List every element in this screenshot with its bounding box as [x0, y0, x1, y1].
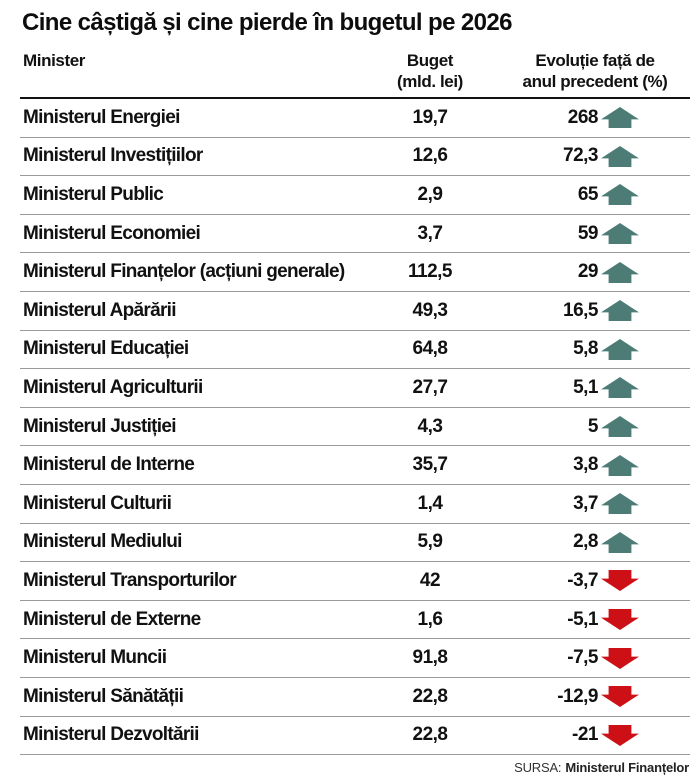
down-arrow-icon [598, 685, 642, 708]
budget-value: 3,7 [417, 222, 443, 244]
evolution-value: 3,7 [573, 492, 598, 514]
evolution-value: -21 [572, 724, 598, 746]
up-arrow-icon [598, 299, 642, 322]
evolution-value: 5,8 [573, 338, 598, 360]
evolution-value: -5,1 [567, 608, 598, 630]
budget-value: 1,6 [417, 608, 443, 630]
ministry-name: Ministerul Agriculturii [23, 376, 203, 398]
column-header-evolution-line2: anul precedent (%) [522, 72, 668, 91]
table-row: Ministerul Public 2,9 65 [20, 176, 690, 215]
up-arrow-icon [598, 415, 642, 438]
down-arrow-icon [598, 608, 642, 631]
table-header-row: Minister Buget (mld. lei) Evoluție față … [20, 50, 690, 99]
column-header-minister: Minister [23, 51, 85, 70]
up-arrow-icon [598, 183, 642, 206]
table-row: Ministerul Mediului 5,9 2,8 [20, 524, 690, 563]
up-arrow-icon [598, 106, 642, 129]
table-row: Ministerul Justiției 4,3 5 [20, 408, 690, 447]
budget-value: 112,5 [408, 261, 453, 283]
evolution-value: 72,3 [563, 145, 598, 167]
up-arrow-icon [598, 376, 642, 399]
ministry-name: Ministerul Educației [23, 338, 189, 360]
budget-value: 12,6 [412, 145, 448, 167]
evolution-value: 5 [587, 415, 599, 437]
up-arrow-icon [598, 261, 642, 284]
ministry-name: Ministerul Culturii [23, 492, 172, 514]
table-row: Ministerul Muncii 91,8 -7,5 [20, 639, 690, 678]
table-row: Ministerul Culturii 1,4 3,7 [20, 485, 690, 524]
ministry-name: Ministerul Public [23, 183, 164, 205]
up-arrow-icon [598, 531, 642, 554]
source-value: Ministerul Finanțelor [565, 760, 689, 776]
down-arrow-icon [598, 569, 642, 592]
ministry-name: Ministerul Sănătății [23, 685, 184, 707]
ministry-name: Ministerul Investițiilor [23, 145, 203, 167]
budget-value: 4,3 [417, 415, 443, 437]
table-row: Ministerul Apărării 49,3 16,5 [20, 292, 690, 331]
up-arrow-icon [598, 222, 642, 245]
evolution-value: 16,5 [563, 299, 598, 321]
up-arrow-icon [598, 145, 642, 168]
budget-value: 27,7 [412, 376, 448, 398]
budget-value: 22,8 [412, 685, 448, 707]
budget-value: 22,8 [412, 724, 448, 746]
table-row: Ministerul Investițiilor 12,6 72,3 [20, 138, 690, 177]
column-header-budget-line2: (mld. lei) [397, 72, 463, 91]
column-header-evolution-line1: Evoluție față de [535, 51, 655, 70]
column-header-evolution: Evoluție față de anul precedent (%) [500, 50, 690, 92]
table-row: Ministerul Energiei 19,7 268 [20, 99, 690, 138]
ministry-name: Ministerul Energiei [23, 106, 180, 128]
column-header-budget-line1: Buget [406, 51, 454, 70]
column-header-budget: Buget (mld. lei) [360, 50, 500, 92]
evolution-value: -12,9 [557, 685, 598, 707]
evolution-value: 59 [577, 222, 599, 244]
table-row: Ministerul Sănătății 22,8 -12,9 [20, 678, 690, 717]
table-row: Ministerul Economiei 3,7 59 [20, 215, 690, 254]
ministry-name: Ministerul Muncii [23, 647, 167, 669]
ministry-name: Ministerul de Externe [23, 608, 201, 630]
down-arrow-icon [598, 724, 642, 747]
evolution-value: 2,8 [573, 531, 598, 553]
down-arrow-icon [598, 647, 642, 670]
budget-value: 49,3 [412, 299, 448, 321]
budget-value: 2,9 [417, 183, 443, 205]
budget-value: 19,7 [412, 106, 448, 128]
evolution-value: 268 [567, 106, 599, 128]
ministry-name: Ministerul Dezvoltării [23, 724, 199, 746]
table-row: Ministerul Finanțelor (acțiuni generale)… [20, 253, 690, 292]
table-row: Ministerul de Externe 1,6 -5,1 [20, 601, 690, 640]
up-arrow-icon [598, 338, 642, 361]
source-label: SURSA: [514, 760, 562, 776]
ministry-name: Ministerul Justiției [23, 415, 177, 437]
ministry-name: Ministerul Transporturilor [23, 569, 237, 591]
table-row: Ministerul de Interne 35,7 3,8 [20, 446, 690, 485]
budget-value: 5,9 [417, 531, 443, 553]
ministry-name: Ministerul Apărării [23, 299, 177, 321]
evolution-value: -3,7 [567, 569, 598, 591]
table-row: Ministerul Transporturilor 42 -3,7 [20, 562, 690, 601]
ministry-name: Ministerul Economiei [23, 222, 201, 244]
ministry-name: Ministerul de Interne [23, 454, 195, 476]
budget-value: 1,4 [417, 492, 443, 514]
ministry-name: Ministerul Mediului [23, 531, 182, 553]
table-row: Ministerul Educației 64,8 5,8 [20, 331, 690, 370]
budget-value: 91,8 [412, 647, 448, 669]
ministry-name: Ministerul Finanțelor (acțiuni generale) [23, 261, 345, 283]
budget-value: 64,8 [412, 338, 448, 360]
budget-value: 35,7 [412, 454, 448, 476]
evolution-value: 5,1 [573, 376, 598, 398]
evolution-value: 29 [577, 261, 599, 283]
up-arrow-icon [598, 454, 642, 477]
table-row: Ministerul Dezvoltării 22,8 -21 [20, 717, 690, 756]
budget-table: Minister Buget (mld. lei) Evoluție față … [20, 50, 690, 756]
table-body: Ministerul Energiei 19,7 268 Ministerul … [20, 99, 690, 756]
evolution-value: -7,5 [567, 647, 598, 669]
evolution-value: 3,8 [573, 454, 598, 476]
page-title: Cine câștigă și cine pierde în bugetul p… [22, 9, 513, 36]
up-arrow-icon [598, 492, 642, 515]
budget-value: 42 [419, 569, 441, 591]
table-row: Ministerul Agriculturii 27,7 5,1 [20, 369, 690, 408]
source-line: SURSA: Ministerul Finanțelor [0, 760, 689, 775]
evolution-value: 65 [577, 183, 599, 205]
